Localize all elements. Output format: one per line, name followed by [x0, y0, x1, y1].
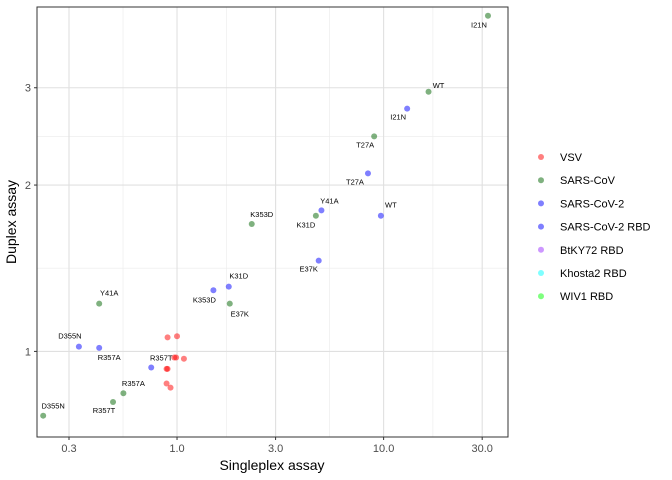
legend-key: [538, 246, 544, 253]
data-point: [163, 365, 170, 372]
x-tick-label: 3.0: [268, 443, 283, 455]
data-point: [226, 300, 233, 307]
data-point: [210, 287, 217, 294]
data-point: [371, 133, 378, 140]
point-label: WT: [385, 201, 397, 210]
legend: VSV SARS-CoV SARS-CoV-2 SARS-CoV-2 RBD BtKY7…: [538, 152, 651, 303]
legend-label: SARS-CoV: [560, 175, 616, 187]
point-label: E37K: [231, 310, 249, 319]
y-tick-label: 1: [25, 346, 31, 358]
data-point: [164, 334, 171, 341]
data-point: [173, 354, 180, 361]
data-point: [40, 412, 47, 419]
point-label: I21N: [471, 21, 487, 30]
point-label: Y41A: [320, 196, 338, 205]
legend-key: [538, 154, 544, 160]
data-point: [225, 283, 232, 290]
data-point: [312, 212, 319, 219]
point-label: R357T: [93, 406, 116, 415]
x-tick-label: 1.0: [169, 443, 184, 455]
panel-border: [36, 6, 509, 438]
legend-label: Khosta2 RBD: [560, 268, 627, 280]
legend-key: [538, 270, 544, 276]
point-label: K353D: [193, 295, 217, 304]
y-tick-label: 2: [25, 180, 31, 192]
data-point: [377, 212, 384, 219]
point-label: D355N: [58, 332, 81, 341]
point-label: I21N: [390, 113, 406, 122]
point-label: R357T: [150, 354, 173, 363]
data-point: [180, 355, 187, 362]
y-axis-title: Duplex assay: [3, 180, 19, 264]
point-label: Y41A: [100, 289, 118, 298]
point-label: D355N: [42, 402, 65, 411]
point-labels: I21N WT T27A K353D K31D E37K Y41A R357A R357T D35…: [42, 21, 487, 415]
x-tick-label: 0.3: [61, 443, 76, 455]
x-tick-label: 10.0: [373, 443, 394, 455]
x-axis-title: Singleplex assay: [219, 457, 324, 473]
x-tick-label: 30.0: [471, 443, 492, 455]
data-point: [484, 12, 491, 19]
data-point: [404, 105, 411, 112]
data-point: [364, 170, 371, 177]
data-points: [40, 12, 491, 419]
point-label: WT: [433, 81, 445, 90]
point-label: E37K: [300, 265, 318, 274]
point-label: T27A: [346, 177, 364, 186]
data-point: [96, 344, 103, 351]
legend-label: VSV: [560, 152, 583, 164]
legend-key: [538, 293, 544, 300]
data-point: [425, 88, 432, 95]
data-point: [110, 398, 117, 405]
legend-label: SARS-CoV-2: [560, 198, 624, 210]
point-label: K31D: [229, 272, 248, 281]
point-label: K353D: [250, 210, 274, 219]
data-point: [174, 333, 181, 340]
point-label: R357A: [98, 353, 121, 362]
data-point: [148, 364, 155, 371]
data-point: [75, 343, 82, 350]
legend-key: [538, 223, 544, 230]
point-label: K31D: [296, 221, 315, 230]
data-point: [248, 221, 255, 228]
gridlines: [37, 7, 508, 437]
axis-ticks: 0.3 1.0 3.0 10.0 30.0 1 2 3: [25, 83, 493, 455]
legend-key: [538, 177, 544, 184]
legend-key: [538, 200, 544, 207]
legend-label: WIV1 RBD: [560, 291, 613, 303]
y-tick-label: 3: [25, 83, 31, 95]
point-label: R357A: [122, 379, 145, 388]
data-point: [96, 300, 103, 307]
legend-label: BtKY72 RBD: [560, 245, 624, 257]
data-point: [167, 384, 174, 391]
data-point: [120, 390, 127, 397]
data-point: [318, 207, 325, 214]
point-label: T27A: [356, 140, 374, 149]
data-point: [315, 257, 322, 264]
data-point: [163, 380, 170, 387]
legend-label: SARS-CoV-2 RBD: [560, 222, 651, 234]
